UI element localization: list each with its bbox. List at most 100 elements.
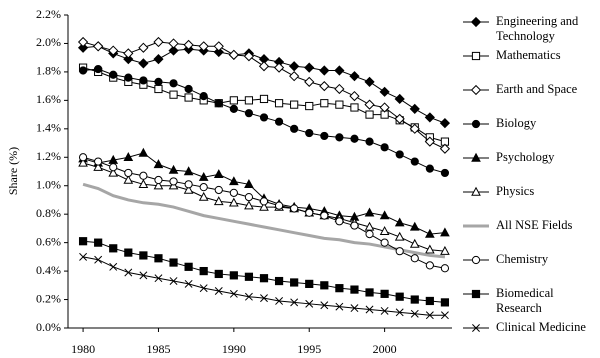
marker bbox=[169, 90, 178, 99]
marker bbox=[320, 99, 329, 108]
legend-key bbox=[463, 51, 489, 61]
marker bbox=[273, 62, 285, 73]
marker bbox=[93, 41, 104, 52]
marker bbox=[305, 279, 314, 288]
marker bbox=[365, 288, 374, 297]
marker bbox=[199, 91, 208, 101]
marker bbox=[471, 255, 481, 265]
marker bbox=[168, 38, 179, 49]
marker bbox=[109, 262, 118, 271]
legend-key bbox=[463, 324, 489, 332]
marker bbox=[108, 167, 119, 177]
marker bbox=[154, 274, 163, 283]
marker bbox=[471, 152, 481, 162]
marker bbox=[409, 221, 420, 231]
legend-key bbox=[463, 16, 489, 28]
marker bbox=[184, 180, 193, 189]
marker bbox=[198, 191, 209, 201]
marker bbox=[77, 42, 89, 53]
marker bbox=[199, 284, 208, 293]
marker bbox=[334, 65, 345, 76]
marker bbox=[290, 278, 299, 287]
marker bbox=[94, 64, 103, 74]
marker bbox=[94, 238, 103, 247]
y-tick-label: 1.8% bbox=[36, 64, 61, 78]
marker bbox=[440, 245, 450, 255]
marker bbox=[123, 152, 134, 161]
marker bbox=[440, 227, 450, 237]
marker bbox=[228, 49, 239, 60]
marker bbox=[138, 58, 149, 69]
marker bbox=[275, 297, 284, 305]
marker bbox=[153, 159, 164, 169]
series-line bbox=[82, 67, 446, 143]
marker bbox=[350, 221, 359, 230]
marker bbox=[154, 77, 163, 86]
y-tick-label: 0.6% bbox=[36, 234, 61, 248]
marker bbox=[394, 217, 405, 227]
marker bbox=[290, 124, 299, 133]
marker bbox=[424, 136, 435, 147]
marker bbox=[214, 99, 223, 108]
marker bbox=[425, 164, 434, 173]
legend-label: Chemistry bbox=[496, 252, 549, 266]
marker bbox=[319, 65, 330, 76]
marker bbox=[379, 86, 390, 97]
marker bbox=[439, 143, 451, 154]
marker bbox=[244, 272, 254, 281]
marker bbox=[335, 133, 344, 142]
marker bbox=[349, 90, 360, 102]
legend-key bbox=[463, 255, 489, 265]
marker bbox=[470, 16, 482, 28]
y-tick-label: 1.0% bbox=[36, 177, 61, 191]
legend-label: Biomedical Research bbox=[496, 286, 554, 315]
marker bbox=[139, 271, 148, 280]
marker bbox=[229, 197, 239, 207]
legend-key bbox=[463, 84, 489, 96]
marker bbox=[169, 277, 178, 286]
marker bbox=[409, 103, 420, 115]
marker bbox=[379, 102, 390, 113]
marker bbox=[365, 305, 374, 314]
marker bbox=[440, 168, 450, 178]
marker bbox=[213, 169, 224, 179]
marker bbox=[424, 112, 435, 123]
marker bbox=[213, 46, 224, 58]
marker bbox=[169, 177, 178, 186]
marker bbox=[409, 238, 420, 248]
marker bbox=[153, 53, 164, 65]
x-tick-label: 1990 bbox=[222, 342, 246, 356]
marker bbox=[154, 254, 163, 263]
marker bbox=[78, 66, 88, 75]
marker bbox=[395, 150, 404, 159]
series-line bbox=[82, 256, 445, 316]
x-tick-label: 1995 bbox=[297, 342, 321, 356]
marker bbox=[169, 258, 178, 267]
marker bbox=[213, 41, 224, 52]
marker bbox=[335, 284, 344, 293]
marker bbox=[471, 186, 481, 196]
marker bbox=[184, 84, 193, 94]
marker bbox=[229, 96, 238, 105]
legend-label: All NSE Fields bbox=[496, 218, 573, 232]
marker bbox=[410, 157, 419, 166]
marker bbox=[350, 304, 359, 313]
marker bbox=[244, 200, 254, 210]
marker bbox=[139, 251, 148, 260]
marker bbox=[198, 171, 209, 181]
marker bbox=[244, 96, 254, 105]
marker bbox=[394, 113, 405, 124]
marker bbox=[154, 175, 163, 185]
marker bbox=[472, 324, 480, 332]
marker bbox=[78, 157, 88, 167]
marker bbox=[153, 180, 164, 190]
marker bbox=[440, 298, 450, 307]
marker bbox=[94, 255, 103, 264]
marker bbox=[425, 296, 434, 306]
marker bbox=[229, 176, 239, 186]
marker bbox=[350, 285, 359, 294]
marker bbox=[394, 231, 405, 241]
legend-label: Psychology bbox=[496, 150, 555, 164]
marker bbox=[305, 101, 314, 111]
marker bbox=[123, 174, 134, 184]
